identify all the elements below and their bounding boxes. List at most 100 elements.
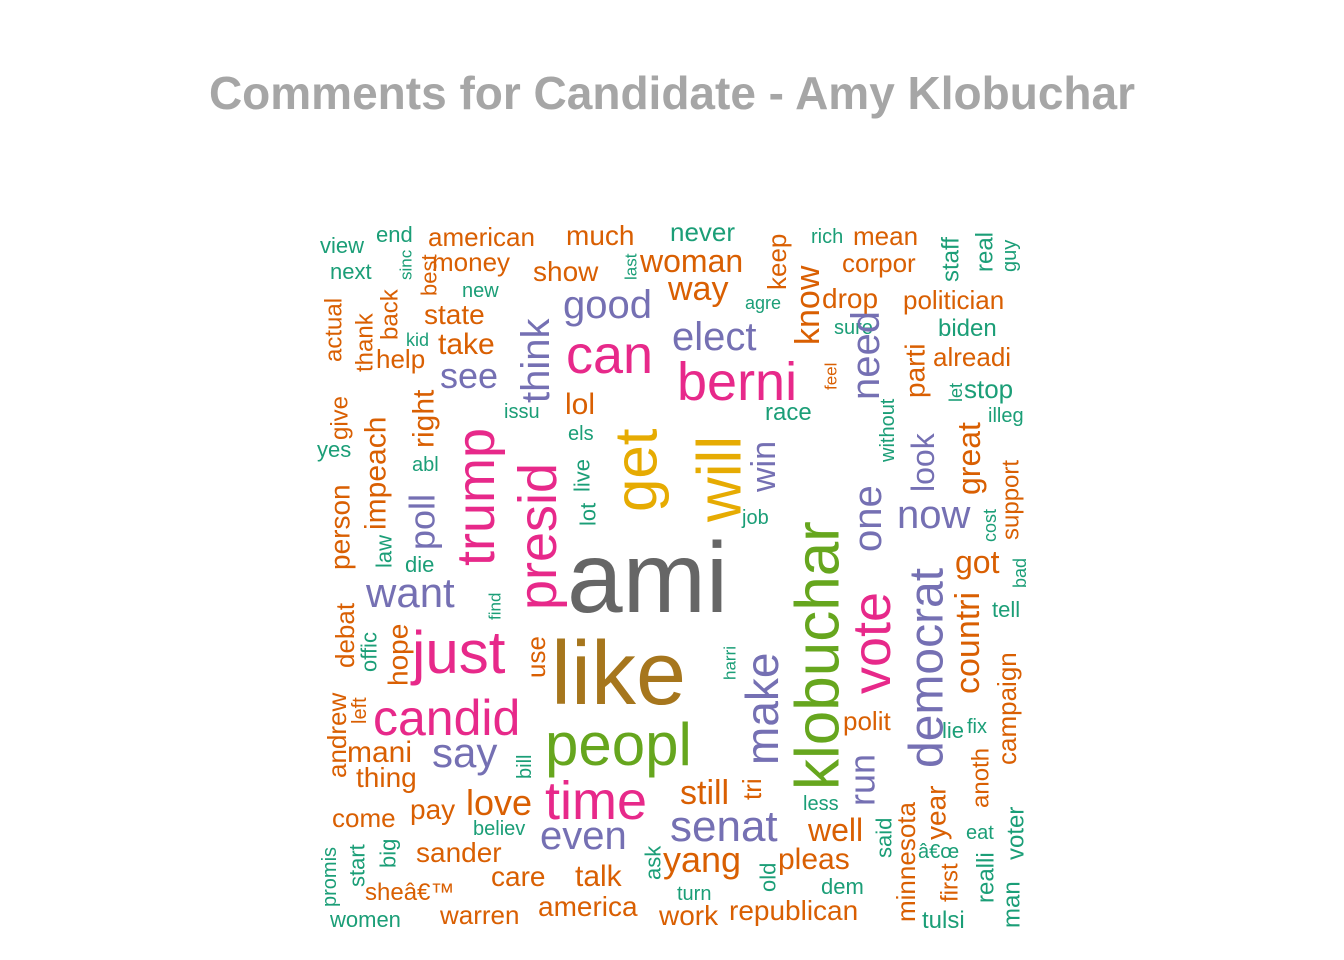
word-label: way bbox=[667, 270, 728, 308]
word-label: impeach bbox=[360, 417, 393, 530]
word-label: back bbox=[377, 288, 404, 340]
word-label: feel bbox=[822, 363, 841, 390]
word-label: come bbox=[332, 803, 396, 833]
word-label: trump bbox=[446, 428, 506, 566]
word-label: klobuchar bbox=[784, 521, 853, 790]
word-label: american bbox=[428, 222, 535, 252]
word-label: politician bbox=[903, 285, 1004, 315]
word-label: good bbox=[563, 283, 652, 327]
word-label: keep bbox=[762, 234, 792, 290]
word-label: democrat bbox=[901, 568, 954, 768]
word-label: money bbox=[432, 247, 510, 277]
word-label: take bbox=[438, 328, 495, 361]
word-label: end bbox=[376, 222, 413, 247]
word-label: great bbox=[951, 422, 987, 495]
word-label: ask bbox=[641, 845, 666, 880]
word-label: debat bbox=[330, 602, 360, 668]
word-label: man bbox=[999, 881, 1026, 928]
word-label: look bbox=[905, 432, 941, 492]
word-label: senat bbox=[670, 802, 778, 851]
word-label: berni bbox=[677, 352, 797, 412]
word-label: support bbox=[998, 460, 1025, 540]
word-label: fix bbox=[967, 716, 987, 738]
word-label: tulsi bbox=[922, 907, 965, 934]
chart-title: Comments for Candidate - Amy Klobuchar bbox=[208, 67, 1136, 119]
word-label: els bbox=[568, 423, 594, 445]
word-label: die bbox=[405, 552, 434, 577]
word-label: staff bbox=[938, 237, 965, 282]
word-label: peopl bbox=[545, 711, 692, 778]
word-label: make bbox=[736, 653, 788, 765]
word-label: still bbox=[680, 774, 729, 812]
word-label: need bbox=[844, 311, 888, 400]
word-label: â€œ bbox=[918, 841, 959, 863]
word-label: realli bbox=[973, 852, 1000, 903]
word-label: get bbox=[603, 428, 670, 512]
word-label: got bbox=[955, 544, 1000, 580]
word-label: year bbox=[921, 786, 952, 840]
word-label: will bbox=[686, 436, 755, 523]
word-label: see bbox=[440, 355, 498, 396]
word-label: guy bbox=[999, 240, 1021, 272]
word-label: harri bbox=[721, 646, 740, 680]
word-label: give bbox=[327, 396, 354, 440]
word-label: race bbox=[765, 399, 812, 426]
word-label: promis bbox=[319, 847, 341, 907]
word-label: woman bbox=[639, 243, 743, 279]
word-label: time bbox=[545, 771, 647, 831]
word-label: anoth bbox=[968, 748, 995, 808]
word-label: minnesota bbox=[891, 802, 921, 922]
word-label: help bbox=[376, 344, 425, 374]
word-label: andrew bbox=[322, 693, 352, 778]
word-label: say bbox=[432, 729, 497, 776]
word-label: pay bbox=[410, 794, 455, 825]
word-label: one bbox=[846, 485, 890, 552]
word-label: sander bbox=[416, 837, 502, 868]
word-label: want bbox=[365, 569, 455, 616]
word-label: even bbox=[540, 814, 627, 858]
word-label: vote bbox=[842, 592, 902, 694]
word-label: republican bbox=[729, 895, 858, 926]
word-label: new bbox=[462, 280, 499, 302]
word-label: let bbox=[946, 383, 966, 402]
word-label: dem bbox=[821, 874, 864, 899]
word-label: ami bbox=[567, 522, 728, 634]
word-label: best bbox=[417, 254, 442, 296]
word-label: lot bbox=[576, 503, 601, 526]
word-label: biden bbox=[938, 315, 997, 342]
word-label: stop bbox=[964, 374, 1013, 404]
word-label: use bbox=[521, 636, 551, 678]
word-label: said bbox=[872, 818, 897, 858]
word-label: never bbox=[670, 217, 735, 247]
word-label: live bbox=[570, 459, 595, 492]
word-label: law bbox=[372, 535, 397, 568]
word-label: hope bbox=[383, 624, 414, 686]
word-label: actual bbox=[321, 298, 348, 362]
word-label: illeg bbox=[988, 405, 1024, 427]
word-label: find bbox=[486, 593, 505, 620]
word-label: presid bbox=[508, 463, 568, 610]
word-label: big bbox=[376, 839, 401, 868]
word-label: eat bbox=[966, 822, 994, 844]
word-label: right bbox=[408, 389, 441, 448]
word-label: job bbox=[741, 507, 769, 529]
word-label: elect bbox=[672, 315, 757, 359]
word-label: parti bbox=[900, 344, 931, 398]
word-label: care bbox=[491, 861, 545, 892]
word-label: sheâ€™ bbox=[365, 879, 454, 906]
word-label: win bbox=[745, 441, 783, 493]
word-label: voter bbox=[1003, 807, 1030, 860]
word-label: lol bbox=[565, 388, 595, 421]
word-label: rich bbox=[811, 226, 843, 248]
word-label: mean bbox=[853, 221, 918, 251]
word-label: like bbox=[551, 624, 686, 724]
word-label: love bbox=[466, 782, 532, 823]
word-label: less bbox=[803, 793, 839, 815]
word-label: much bbox=[566, 220, 634, 251]
word-label: warren bbox=[439, 900, 519, 930]
word-label: believ bbox=[473, 818, 525, 840]
word-label: pleas bbox=[778, 843, 850, 876]
word-label: poll bbox=[402, 494, 443, 550]
word-label: old bbox=[756, 863, 781, 892]
